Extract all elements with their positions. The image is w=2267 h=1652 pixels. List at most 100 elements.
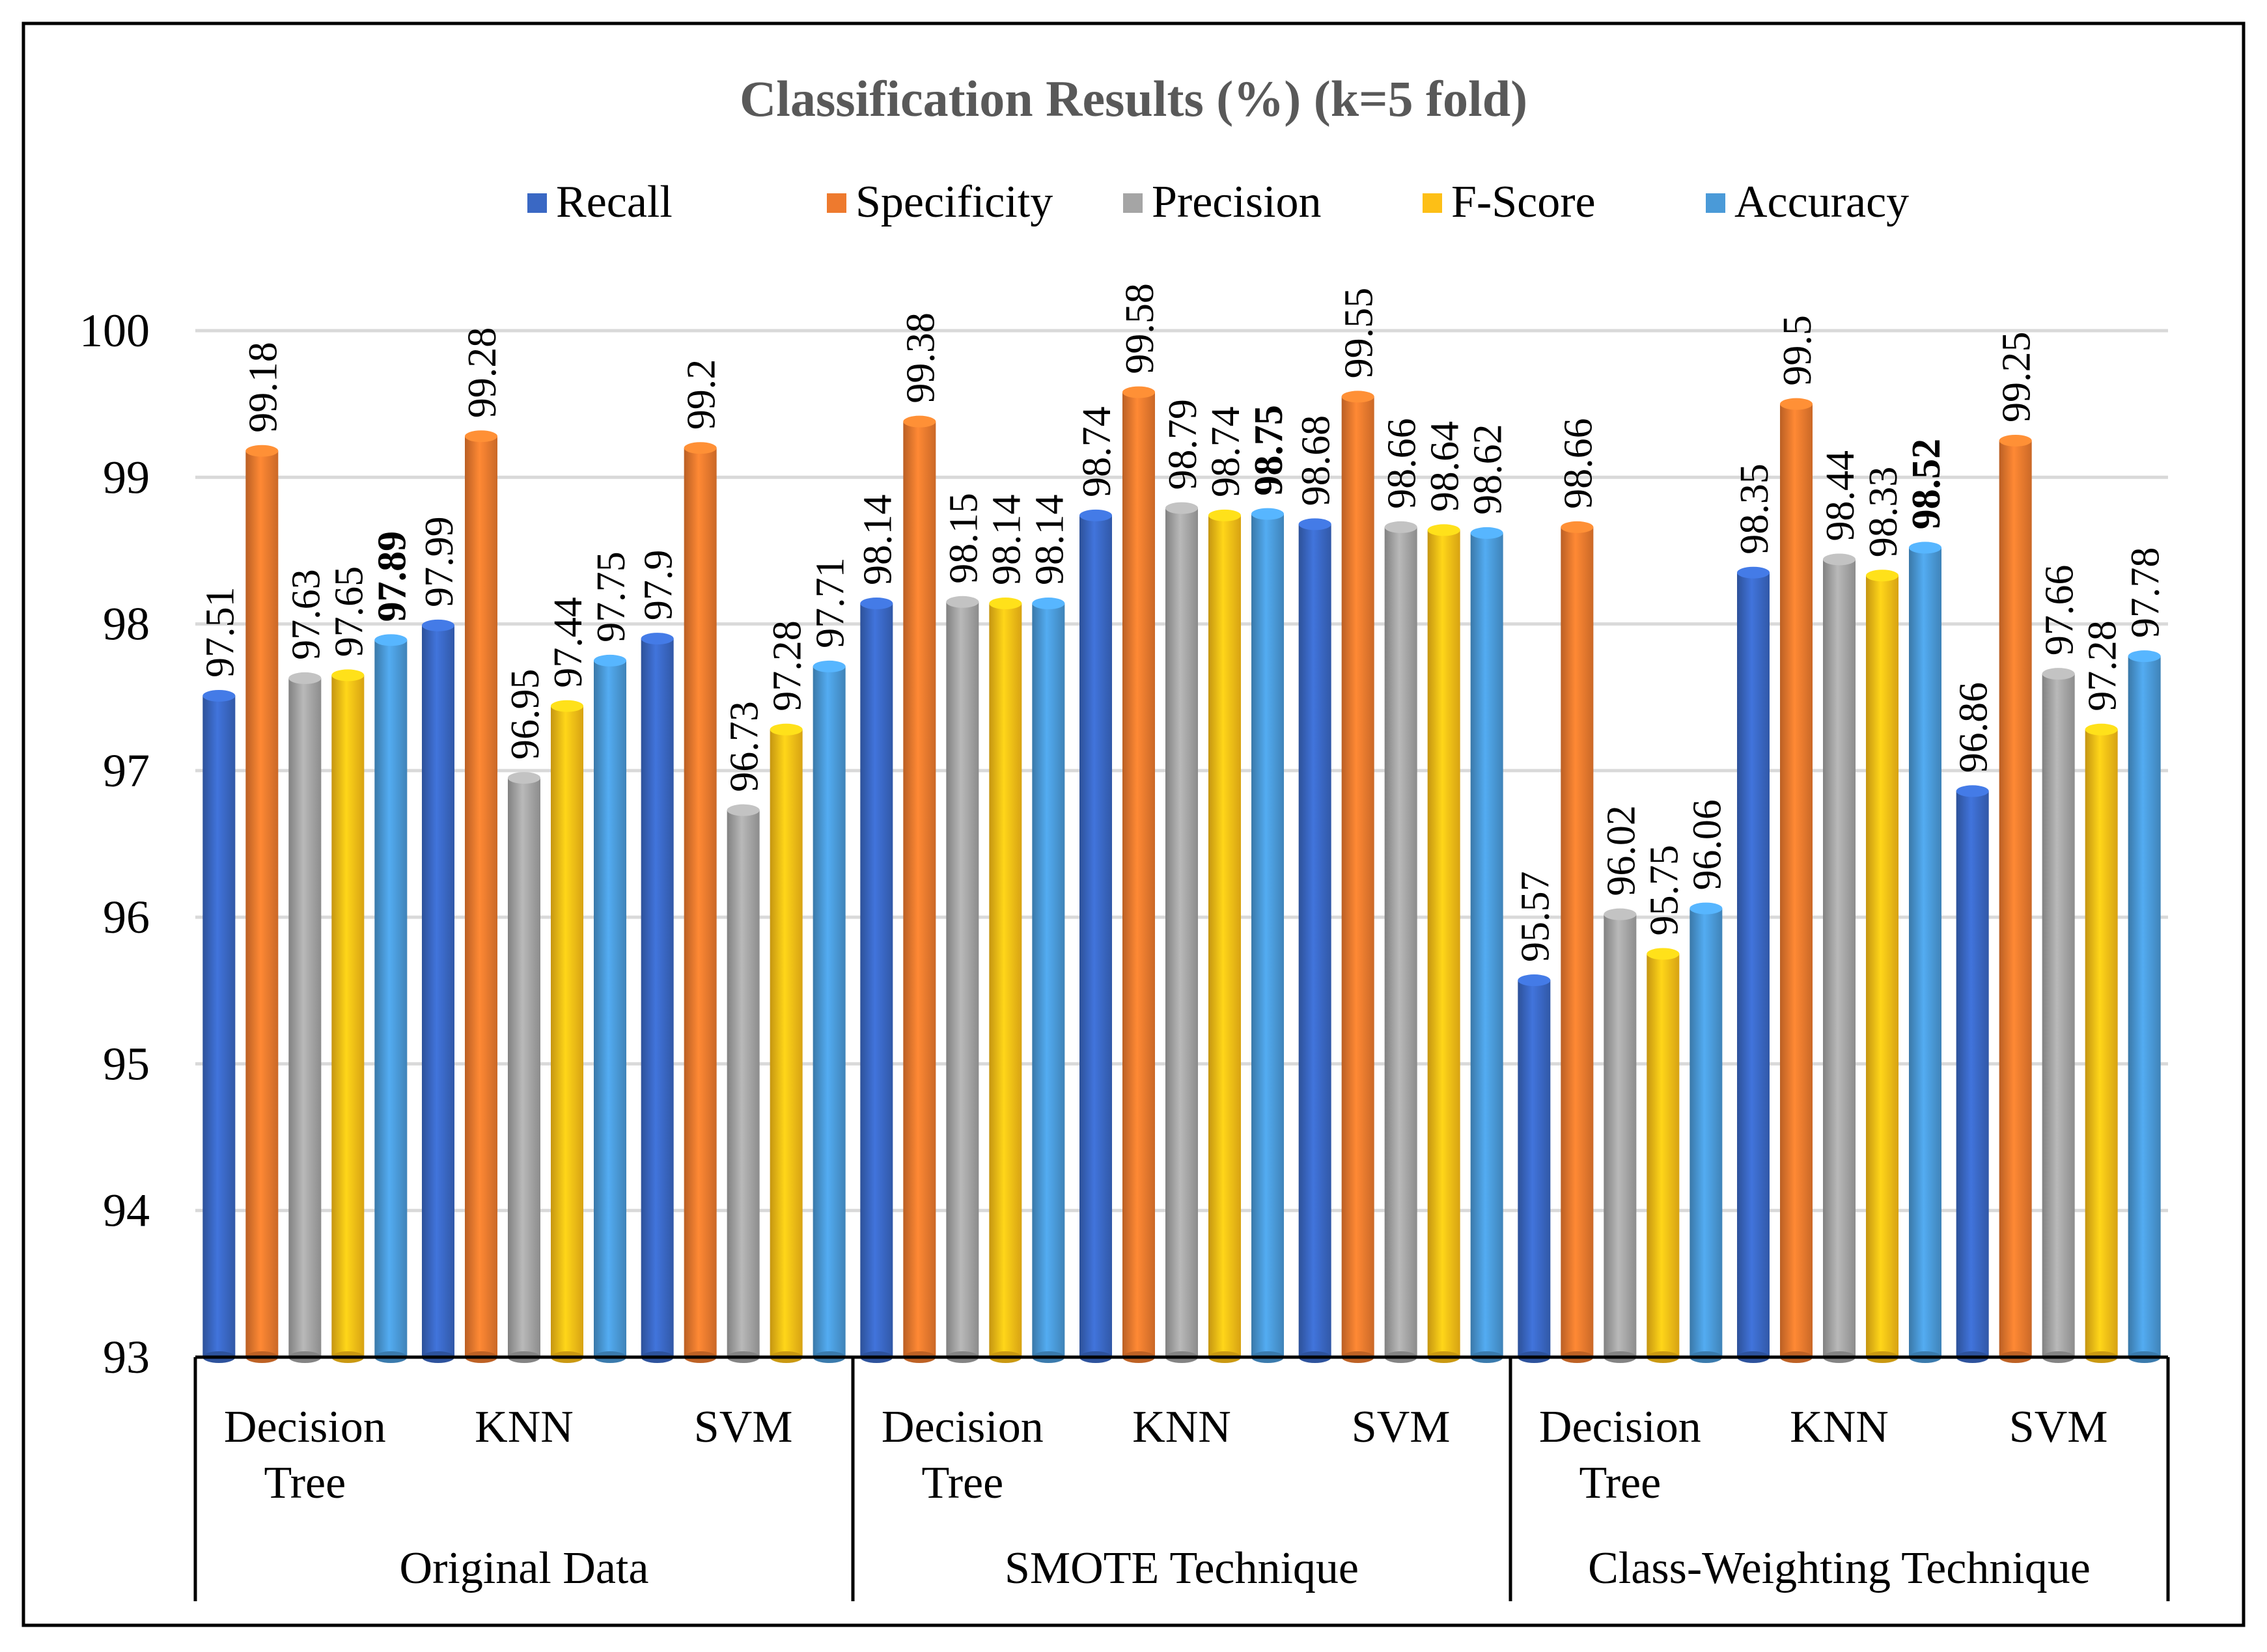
bar-body	[202, 695, 236, 1357]
bar-cap	[684, 442, 717, 454]
bar-f-score-1	[551, 700, 583, 1363]
bar-cap	[1823, 553, 1856, 566]
bar-accuracy-0	[374, 634, 408, 1363]
bar-body	[1737, 572, 1770, 1357]
x-tick-label: KNN	[1132, 1402, 1231, 1452]
x-tick-label: KNN	[475, 1402, 574, 1452]
data-label: 97.63	[284, 569, 328, 660]
chart-title: Classification Results (%) (k=5 fold)	[740, 70, 1527, 127]
bar-specificity-6	[1561, 521, 1594, 1363]
x-tick-label: Decision Tree	[882, 1402, 1044, 1508]
bar-specificity-8	[1999, 434, 2032, 1363]
bar-cap	[374, 634, 408, 646]
data-label: 97.44	[546, 597, 591, 688]
y-tick-label: 93	[103, 1331, 150, 1383]
bar-body	[641, 639, 674, 1357]
bar-accuracy-3	[1032, 598, 1065, 1363]
bar-precision-7	[1823, 553, 1856, 1363]
bar-body	[727, 810, 760, 1357]
x-tick-label: SVM	[694, 1402, 793, 1452]
y-tick-label: 96	[103, 891, 150, 943]
bar-recall-3	[860, 598, 893, 1363]
bar-cap	[594, 654, 626, 667]
bar-f-score-2	[770, 723, 803, 1363]
data-label: 97.66	[2038, 565, 2082, 656]
bar-cap	[1518, 974, 1551, 987]
bar-cap	[245, 445, 279, 457]
bar-cap	[1251, 508, 1284, 520]
bar-body	[1122, 392, 1155, 1357]
bar-precision-6	[1604, 908, 1637, 1363]
data-label: 98.62	[1466, 424, 1510, 515]
legend-label: Specificity	[855, 177, 1053, 227]
bar-recall-4	[1079, 509, 1112, 1363]
group-label-smote-technique: SMOTE Technique	[1005, 1543, 1359, 1593]
data-label: 96.06	[1685, 799, 1729, 890]
data-label: 98.66	[1380, 418, 1425, 509]
bar-specificity-5	[1341, 391, 1374, 1363]
bar-body	[1647, 954, 1680, 1357]
bar-cap	[1298, 518, 1331, 530]
bar-body	[1823, 559, 1856, 1357]
y-tick-label: 94	[103, 1185, 150, 1237]
data-label: 98.33	[1861, 467, 1906, 558]
data-label: 98.35	[1732, 463, 1777, 555]
bar-body	[860, 603, 893, 1357]
bar-cap	[860, 598, 893, 610]
bar-cap	[946, 596, 979, 608]
bar-cap	[1122, 386, 1155, 398]
data-label: 95.75	[1642, 845, 1686, 936]
bar-cap	[288, 672, 322, 684]
bar-body	[1518, 980, 1551, 1357]
bar-cap	[1866, 570, 1898, 582]
bar-accuracy-1	[594, 654, 626, 1363]
bar-body	[1956, 791, 1989, 1357]
bar-cap	[1079, 509, 1112, 521]
bar-f-score-4	[1208, 509, 1241, 1363]
legend-label: Recall	[556, 177, 673, 227]
bar-cap	[813, 660, 846, 672]
bar-body	[245, 450, 279, 1357]
data-label: 99.18	[241, 342, 285, 433]
bar-cap	[551, 700, 583, 712]
data-label: 98.14	[855, 495, 900, 586]
group-label-original-data: Original Data	[400, 1543, 649, 1593]
data-label: 97.75	[589, 551, 633, 642]
data-label: 96.86	[1952, 682, 1996, 773]
bar-body	[594, 660, 626, 1358]
bar-body	[813, 666, 846, 1357]
bar-recall-7	[1737, 566, 1770, 1363]
data-label: 98.64	[1423, 421, 1467, 512]
bar-accuracy-5	[1470, 527, 1503, 1363]
bar-cap	[1032, 598, 1065, 610]
bar-body	[1165, 508, 1198, 1357]
legend-swatch	[1123, 193, 1143, 213]
legend-item-precision: Precision	[1123, 177, 1322, 227]
data-label: 96.73	[723, 701, 767, 792]
bar-cap	[1470, 527, 1503, 539]
bar-specificity-2	[684, 442, 717, 1363]
group-label-class-weighting-technique: Class-Weighting Technique	[1588, 1543, 2091, 1593]
x-tick-label: Decision Tree	[224, 1402, 386, 1508]
bar-cap	[1561, 521, 1594, 533]
bar-cap	[1909, 542, 1941, 554]
bar-cap	[1780, 398, 1813, 410]
bar-body	[2085, 729, 2118, 1357]
data-label: 99.25	[1995, 331, 2039, 422]
data-label: 99.28	[460, 327, 505, 419]
bar-body	[331, 675, 365, 1357]
legend-swatch	[527, 193, 547, 213]
data-label: 97.9	[637, 550, 681, 621]
bar-body	[989, 603, 1022, 1357]
legend-label: F-Score	[1451, 177, 1596, 227]
bar-body	[1341, 396, 1374, 1357]
bar-cap	[903, 415, 936, 428]
bar-body	[1470, 532, 1503, 1357]
bar-precision-1	[508, 772, 540, 1363]
bar-specificity-1	[465, 430, 497, 1363]
bar-cap	[1604, 908, 1637, 920]
data-label: 98.75	[1247, 405, 1291, 496]
bar-body	[374, 640, 408, 1358]
